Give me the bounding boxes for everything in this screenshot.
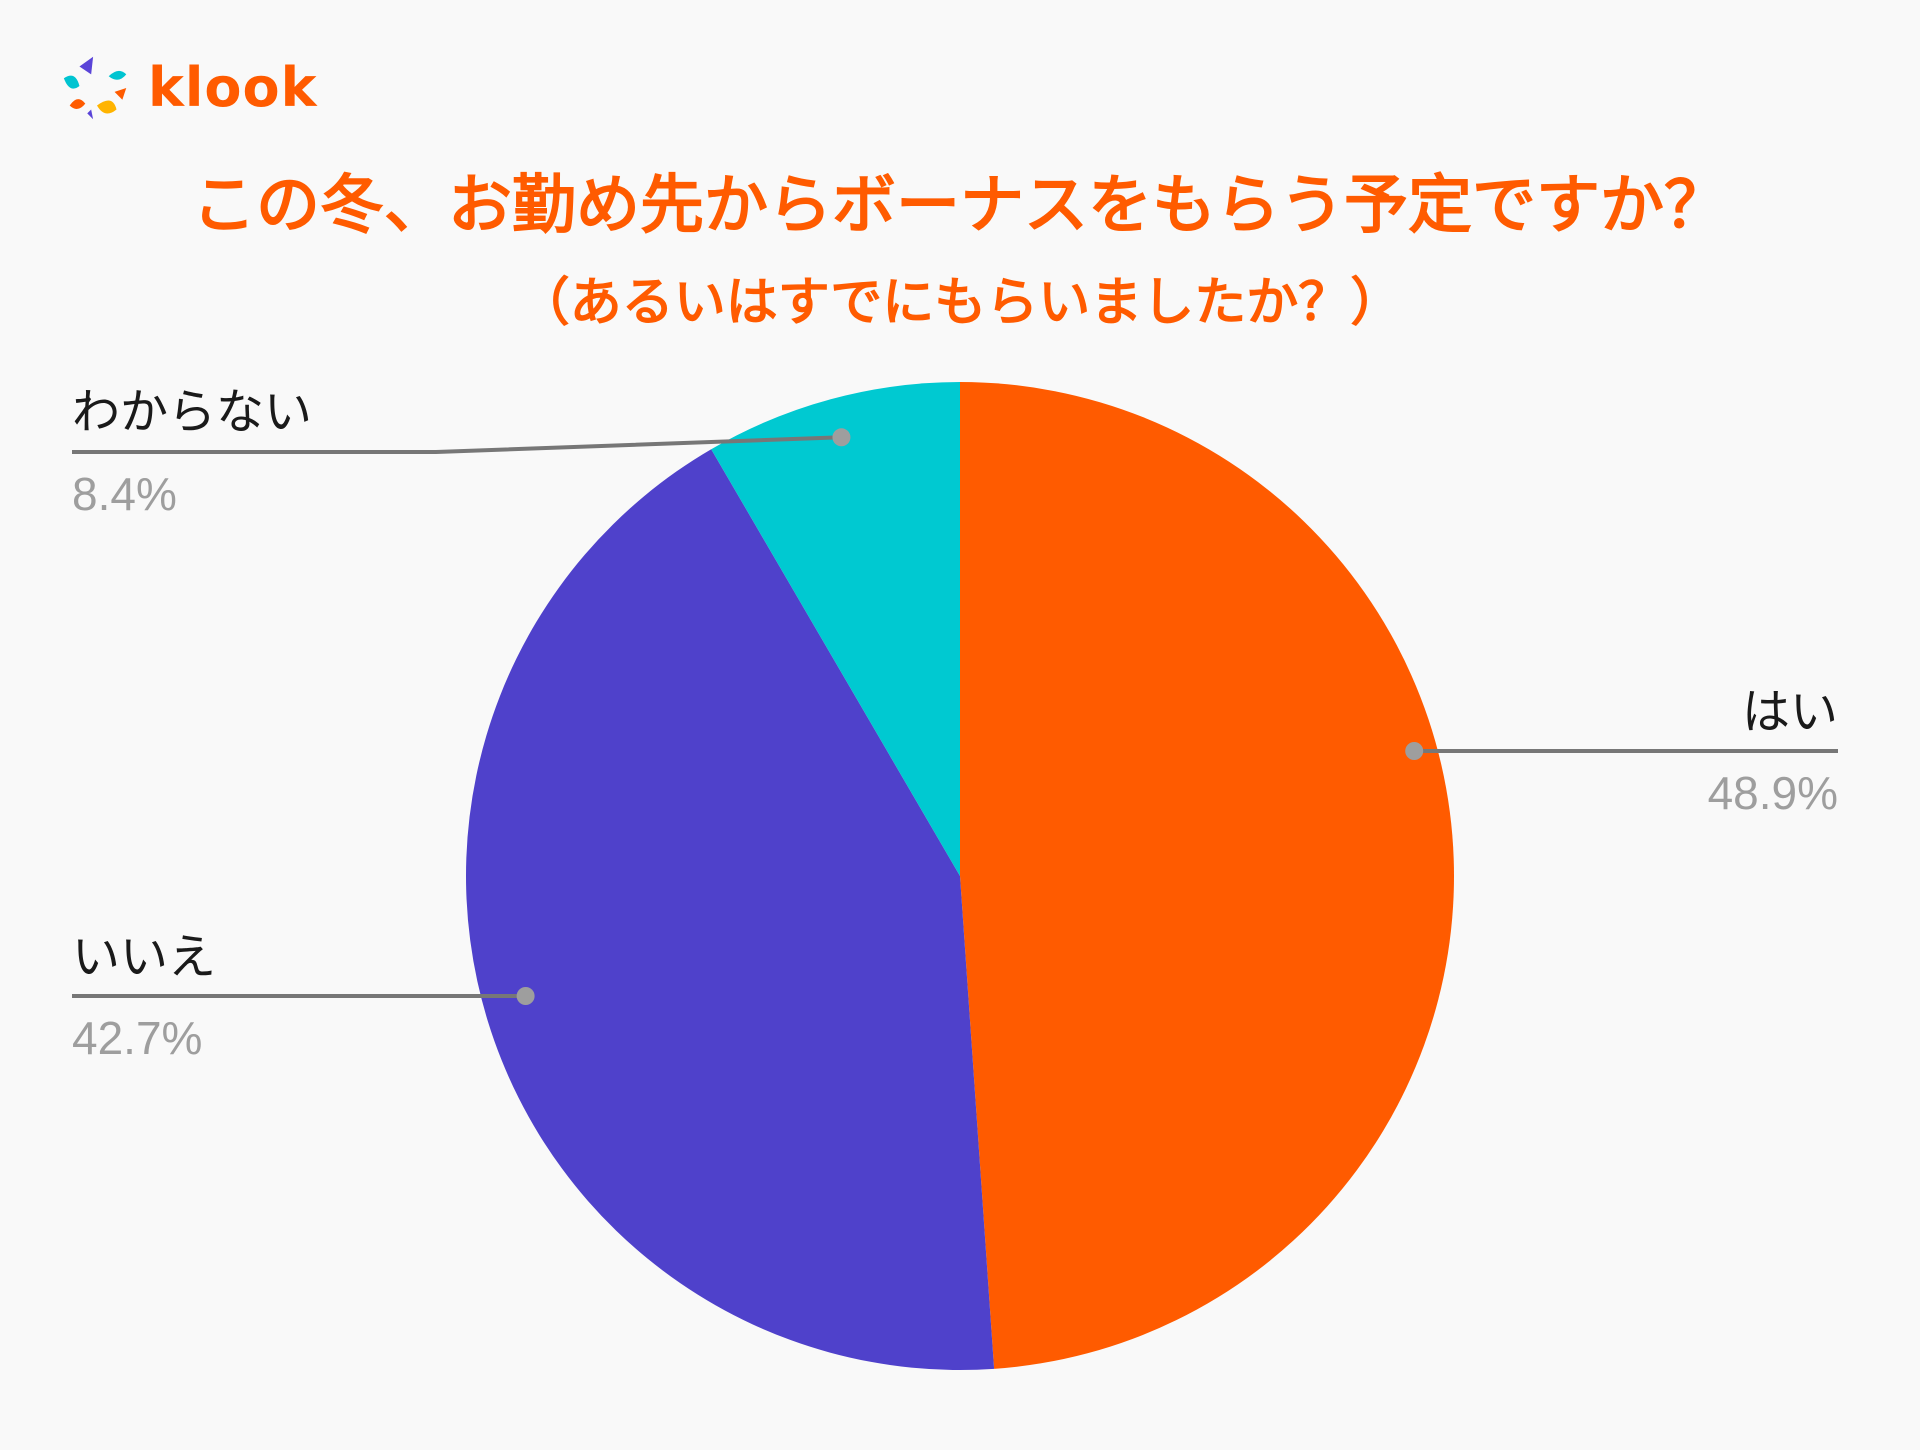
leader-line xyxy=(72,435,842,454)
slice-value-label: 48.9% xyxy=(1708,767,1838,819)
slice-value-label: 8.4% xyxy=(72,468,177,520)
leader-dot xyxy=(1405,742,1424,760)
logo-petal-right xyxy=(108,70,127,80)
klook-logo-mark-icon xyxy=(63,56,127,120)
slice-value-label: 42.7% xyxy=(72,1012,202,1064)
slice-label: はい xyxy=(1742,684,1838,740)
pie-slice xyxy=(465,449,995,1370)
logo-petal-bottom-left xyxy=(69,99,86,110)
pie-slice xyxy=(960,382,1454,1369)
logo-petal-top xyxy=(79,56,94,75)
pie-slice xyxy=(711,382,960,876)
slice-label: いいえ xyxy=(72,929,216,985)
leader-dot xyxy=(516,987,535,1005)
logo-petal-small xyxy=(87,109,94,120)
slice-label: わからない xyxy=(72,384,312,440)
chart-title: この冬、お勤め先からボーナスをもらう予定ですか？ xyxy=(192,169,1728,243)
brand-name: klook xyxy=(148,56,318,119)
leader-dot xyxy=(832,428,851,447)
chart-subtitle: （あるいはすでにもらいましたか？） xyxy=(517,273,1403,333)
logo-petal-left xyxy=(63,75,80,89)
brand-logo: klook xyxy=(58,48,318,128)
logo-petal-side xyxy=(114,88,127,100)
logo-petal-bottom-right xyxy=(97,100,117,114)
